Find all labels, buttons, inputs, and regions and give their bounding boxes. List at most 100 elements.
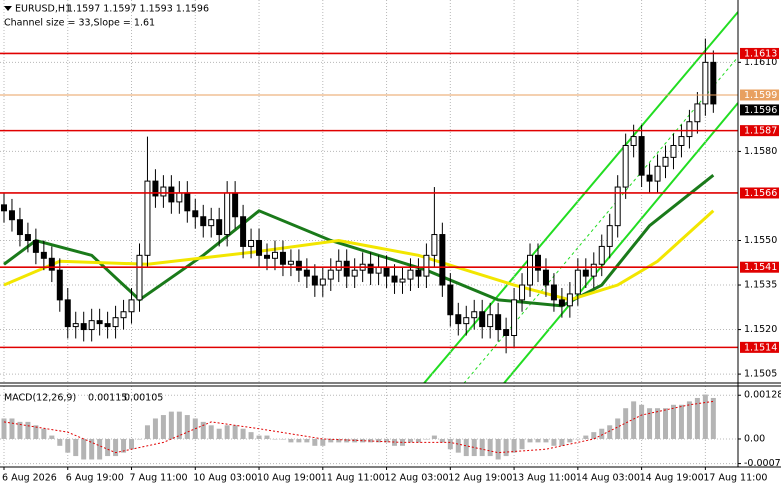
candle-body	[104, 323, 111, 328]
y-tick-label: 1.1610	[744, 57, 777, 68]
macd-bar	[479, 438, 485, 457]
macd-bar	[495, 438, 501, 460]
macd-bar	[336, 438, 342, 443]
x-tick-label: 10 Aug 03:00	[193, 473, 257, 484]
x-tick-label: 11 Aug 11:00	[321, 473, 385, 484]
candle-body	[447, 284, 454, 316]
macd-bar	[360, 438, 366, 443]
candle-body	[654, 165, 661, 182]
level-tag	[740, 187, 779, 199]
macd-bar	[535, 438, 541, 443]
level-label: 1.1599	[744, 90, 777, 101]
candle-body	[176, 192, 183, 203]
moving-average	[3, 209, 715, 302]
macd-signal	[3, 400, 714, 454]
macd-bar	[296, 438, 302, 443]
candle-body	[630, 136, 637, 146]
candle-body	[327, 269, 334, 280]
candle-body	[399, 278, 406, 283]
macd-bar	[447, 438, 453, 450]
macd-bar	[511, 438, 517, 453]
candle-body	[558, 299, 565, 307]
macd-bar	[344, 438, 350, 443]
y-tick-label: 1.1550	[744, 235, 777, 246]
candle-body	[463, 317, 470, 325]
macd-bar	[519, 438, 525, 450]
candle-body	[144, 180, 151, 256]
candle-body	[367, 263, 374, 274]
x-tick-label: 12 Aug 03:00	[385, 473, 449, 484]
level-label: 1.1587	[744, 126, 777, 137]
candle-body	[80, 323, 87, 331]
chart-title: EURUSD,H1	[15, 4, 71, 15]
macd-bar	[670, 404, 676, 439]
macd-readout: 0.00115	[88, 393, 127, 404]
macd-bar	[623, 408, 629, 439]
x-tick-label: 13 Aug 11:00	[512, 473, 576, 484]
candle-body	[686, 121, 693, 138]
candle-body	[375, 266, 382, 274]
candle-body	[710, 61, 717, 105]
macd-bar	[208, 425, 214, 439]
macd-bar	[264, 435, 270, 439]
candle-body	[64, 299, 71, 328]
macd-bar	[160, 415, 166, 439]
channel-lower	[502, 102, 738, 383]
level-tag	[740, 47, 779, 59]
macd-bar	[65, 438, 71, 453]
macd-bar	[73, 438, 79, 457]
macd-bar	[376, 438, 382, 443]
candle-body	[256, 239, 263, 256]
macd-bar	[224, 425, 230, 439]
macd-bar	[176, 411, 182, 439]
macd-bar	[559, 438, 565, 446]
candle-body	[232, 192, 239, 218]
y-tick-label: 1.1580	[744, 146, 777, 157]
candle-body	[574, 269, 581, 295]
y-tick-label: 0.00	[744, 433, 765, 444]
candle-body	[96, 320, 103, 325]
macd-bar	[216, 428, 222, 439]
level-tag	[740, 125, 779, 137]
candle-body	[606, 225, 613, 247]
candle-body	[184, 192, 191, 212]
candle-body	[56, 269, 63, 301]
candle-body	[200, 216, 207, 227]
candle-body	[343, 260, 350, 277]
candle-body	[702, 61, 709, 105]
level-label: 1.1613	[744, 48, 777, 59]
macd-bar	[694, 397, 700, 439]
candle-body	[527, 254, 534, 286]
candle-body	[16, 219, 23, 236]
macd-bar	[543, 438, 549, 443]
macd-bar	[89, 438, 95, 460]
macd-bar	[168, 411, 174, 439]
annotation: Channel size = 33,Slope = 1.61	[4, 18, 155, 29]
candle-body	[295, 260, 302, 271]
macd-bar	[81, 438, 87, 460]
candle-body	[455, 314, 462, 325]
macd-bar	[105, 438, 111, 457]
candle-body	[40, 251, 47, 259]
macd-bar	[431, 435, 437, 439]
macd-bar	[583, 435, 589, 439]
macd-bar	[256, 435, 262, 439]
macd-bar	[615, 418, 621, 439]
macd-bar	[503, 438, 509, 457]
macd-bar	[57, 438, 63, 446]
candle-body	[439, 234, 446, 286]
level-tag	[740, 89, 779, 101]
candle-body	[160, 186, 167, 197]
candle-body	[511, 299, 518, 336]
candle-body	[431, 234, 438, 256]
candle-body	[534, 254, 541, 271]
candle-body	[423, 254, 430, 277]
macd-bar	[527, 438, 533, 443]
candle-body	[487, 314, 494, 328]
channel-upper	[422, 11, 738, 383]
macd-bar	[591, 432, 597, 439]
candle-body	[319, 278, 326, 286]
macd-bar	[368, 438, 374, 443]
